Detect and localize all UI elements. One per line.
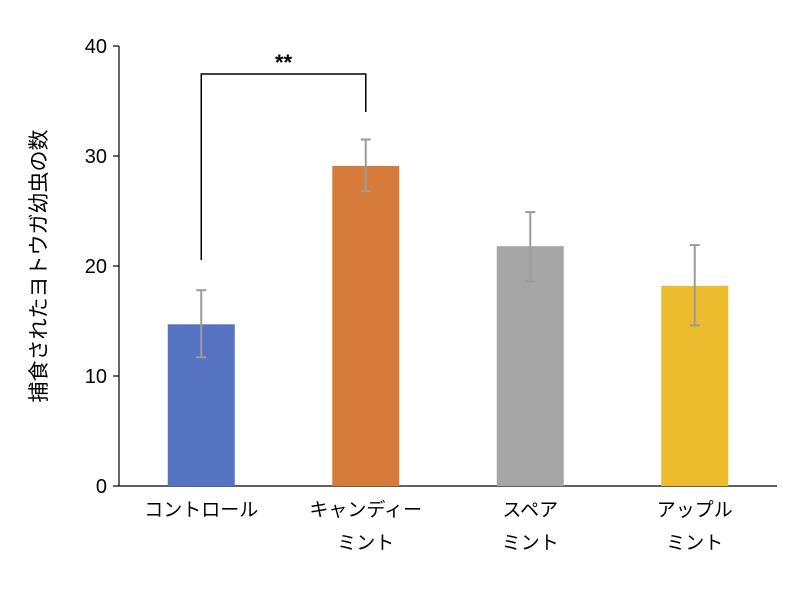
y-tick-label: 0 [96,476,107,498]
x-tick-label: ミント [666,532,723,554]
bar [332,165,400,486]
x-tick-label: ミント [337,532,394,554]
y-tick-label: 30 [85,146,107,168]
x-tick-label: キャンディー [309,499,422,521]
significance-label: ** [275,50,293,75]
bar [496,246,564,486]
x-tick-label: アップル [657,499,733,521]
x-tick-label: スペア [502,499,558,521]
y-axis-label: 捕食されたヨトウガ幼虫の数 [27,130,51,403]
significance-bracket [200,73,367,260]
y-tick-label: 20 [85,256,107,278]
y-tick-label: 40 [85,36,107,58]
x-tick-label: コントロール [144,499,258,521]
y-tick-label: 10 [85,366,107,388]
x-tick-label: ミント [502,532,559,554]
